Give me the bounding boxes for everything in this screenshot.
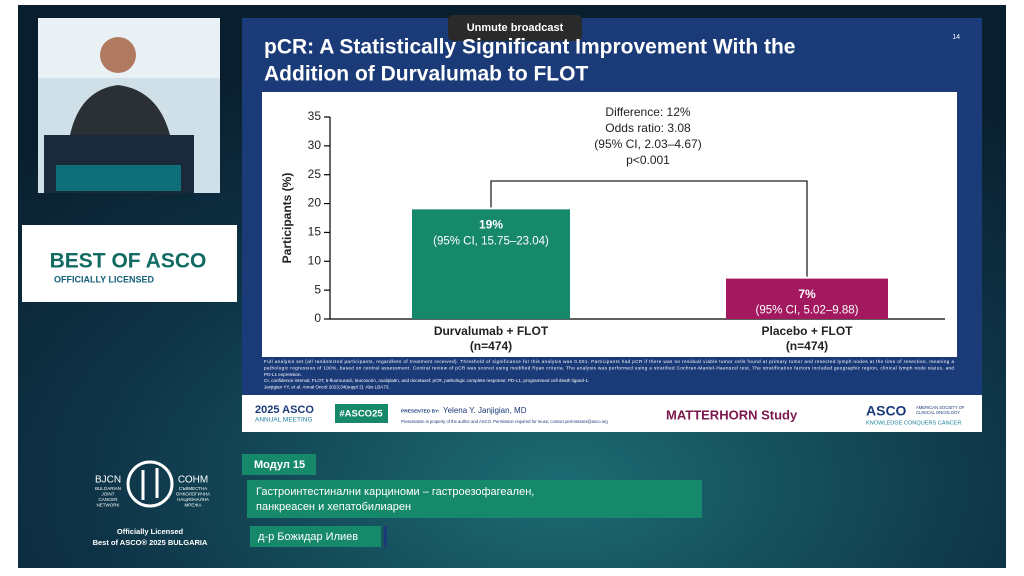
speaker-box (250, 526, 381, 547)
x-tick-sublabel: (n=474) (470, 339, 512, 353)
presenter: Yelena Y. Janjigian, MD (443, 406, 527, 415)
bar (726, 278, 888, 319)
y-tick-label: 0 (314, 311, 321, 325)
unmute-label[interactable]: Unmute broadcast (467, 22, 564, 34)
logo-mark (141, 468, 159, 500)
annotation: p<0.001 (626, 153, 670, 167)
y-axis-label: Participants (%) (280, 173, 294, 264)
footnote: Full analysis set (all randomized partic… (264, 359, 954, 364)
hashtag: #ASCO25 (339, 409, 383, 420)
edition: Best of ASCO® 2025 BULGARIA (93, 538, 208, 547)
bjcn-sub: BULGARIAN (95, 486, 121, 491)
bjcn: BJCN (95, 475, 121, 486)
module: Модул 15 (254, 459, 305, 471)
meeting-year: 2025 ASCO (255, 404, 314, 416)
study: MATTERHORN Study (666, 407, 798, 422)
value-label: 19% (479, 218, 503, 232)
sonm-sub: ОНКОЛОГИЧНА (176, 492, 210, 497)
topic-box (247, 480, 702, 518)
ci-label: (95% CI, 15.75–23.04) (433, 235, 549, 247)
speaker-accent (384, 526, 387, 547)
footnote: PD-L1 expression. (264, 372, 302, 377)
y-tick-label: 25 (308, 167, 322, 181)
logo-ring (126, 460, 174, 508)
presented-by: PRESENTED BY: (401, 408, 440, 414)
tagline: KNOWLEDGE CONQUERS CANCER (866, 420, 961, 426)
value-label: 7% (798, 287, 816, 301)
x-tick-label: Durvalumab + FLOT (434, 324, 549, 338)
speaker: д-р Божидар Илиев (258, 531, 358, 543)
y-tick-label: 10 (308, 253, 322, 267)
bjcn-sub: CANCER (98, 497, 118, 502)
footnote: pathologic regression of 100%, based on … (264, 366, 954, 371)
y-tick-label: 30 (308, 138, 322, 152)
x-tick-label: Placebo + FLOT (761, 324, 853, 338)
x-tick-sublabel: (n=474) (786, 339, 828, 353)
unmute-button[interactable] (448, 15, 582, 41)
badge-sub: OFFICIALLY LICENSED (54, 274, 155, 284)
notice: Presentation is property of the author a… (401, 419, 608, 424)
asco-sub: AMERICAN SOCIETY OF (916, 405, 965, 410)
annotation: Odds ratio: 3.08 (605, 121, 691, 135)
speaker-video (38, 18, 220, 193)
bar (412, 209, 570, 319)
asco-logo: ASCO (866, 403, 907, 419)
bjcn-sub: NETWORK (97, 503, 120, 508)
significance-bracket (490, 180, 808, 277)
hashtag-box (335, 404, 388, 423)
sonm-sub: МРЕЖА (185, 503, 202, 508)
sonm-sub: СЪВМЕСТНА (179, 486, 208, 491)
topic: Гастроинтестинални карциноми – гастроезо… (256, 486, 534, 498)
meeting: ANNUAL MEETING (255, 417, 313, 424)
badge (22, 225, 237, 302)
annotation: (95% CI, 2.03–4.67) (594, 137, 701, 151)
asco-sub: CLINICAL ONCOLOGY (916, 410, 960, 415)
footnote: CI, confidence interval; FLOT, 5-fluorou… (264, 378, 589, 383)
module-box (242, 454, 316, 475)
sonm-sub: НАЦИОНАЛНА (177, 497, 209, 502)
slide-number: 14 (952, 34, 960, 41)
licensed: Officially Licensed (117, 527, 184, 536)
footnote: Janjigian YY, et al. Annal Oncol 2023;34… (264, 384, 390, 389)
annotation: Difference: 12% (605, 105, 690, 119)
badge-title: BEST OF ASCO (50, 250, 207, 273)
slide-title: Addition of Durvalumab to FLOT (264, 63, 588, 86)
bjcn-sub: JOINT (102, 492, 115, 497)
y-tick-label: 5 (314, 282, 321, 296)
y-tick-label: 35 (308, 109, 322, 123)
topic: панкреасен и хепатобилиарен (256, 501, 411, 513)
ci-label: (95% CI, 5.02–9.88) (756, 305, 859, 317)
slide-title: pCR: A Statistically Significant Improve… (264, 36, 795, 59)
y-tick-label: 15 (308, 225, 322, 239)
sonm: СОНМ (178, 475, 208, 486)
y-tick-label: 20 (308, 196, 322, 210)
